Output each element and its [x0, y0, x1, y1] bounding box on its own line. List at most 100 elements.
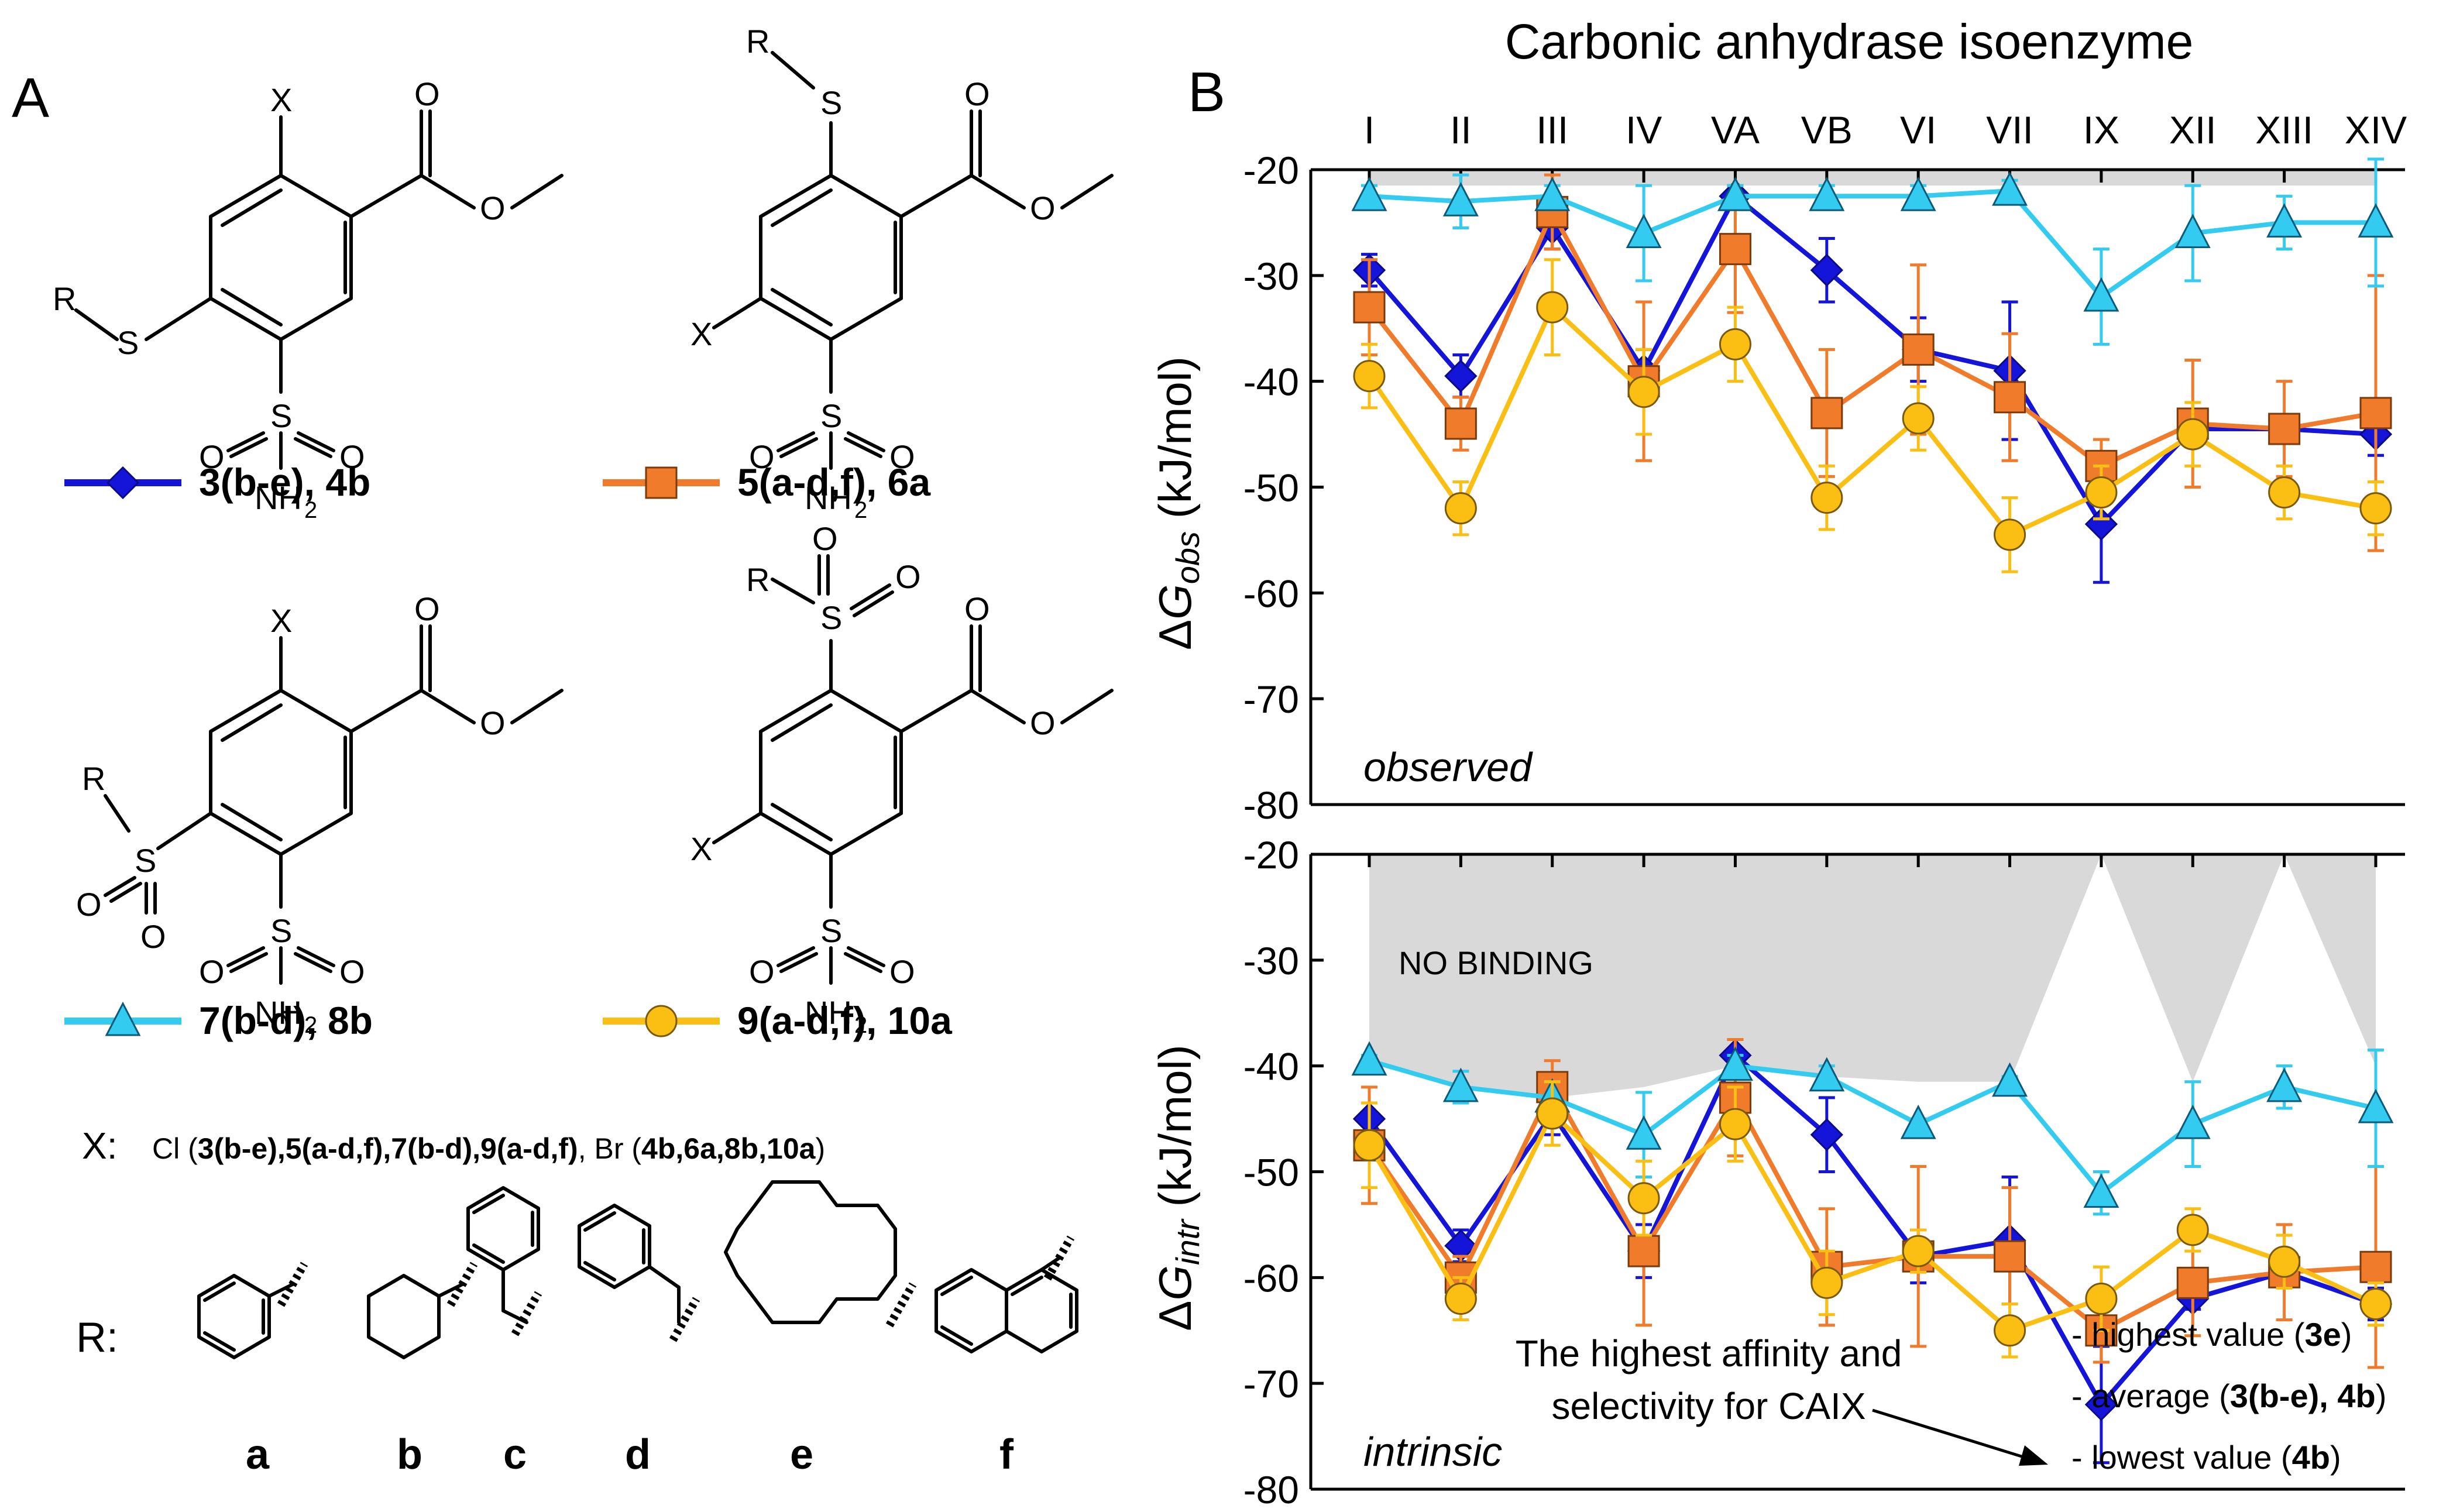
data-point-XII: [2176, 1266, 2209, 1299]
data-point-I: [1351, 176, 1387, 211]
atom-sub-2: 2: [304, 1012, 317, 1038]
no-binding-region: [1369, 854, 2376, 1098]
atom-o: O: [76, 886, 102, 923]
atom-o: O: [480, 190, 506, 226]
y-tick-label: -40: [1243, 360, 1299, 404]
structure-1: X O O S R S O O NH 2: [53, 75, 562, 523]
observed-label: observed: [1363, 744, 1533, 790]
data-point-II: [1444, 492, 1477, 525]
atom-sub-2: 2: [854, 1012, 867, 1038]
atom-o: O: [199, 953, 225, 990]
data-point-I: [1353, 360, 1386, 393]
data-point-XIV: [2359, 397, 2392, 429]
data-point-VII: [1992, 171, 2028, 206]
data-point-XIV: [2358, 1088, 2394, 1123]
atom-nh: NH: [805, 994, 852, 1031]
atom-r: R: [746, 561, 769, 598]
data-point-VI: [1900, 1104, 1936, 1139]
atom-r: R: [82, 760, 105, 797]
average-cmpd: 3(b-e), 4b: [2230, 1377, 2376, 1414]
data-point-XII: [2176, 418, 2209, 451]
series-line: [1368, 1058, 2376, 1195]
data-point-VB: [1809, 176, 1845, 211]
data-point-VII: [1992, 1062, 2028, 1097]
panel-b-label: B: [1188, 61, 1225, 123]
x-cl: Cl (: [152, 1132, 198, 1165]
atom-o: O: [749, 438, 775, 475]
atom-o: O: [140, 918, 166, 955]
data-point-III: [1536, 1097, 1569, 1130]
ylabel-delta: Δ: [1149, 620, 1201, 650]
x-br-list: 4b,6a,8b,10a: [641, 1132, 816, 1165]
lowest-text: - lowest value (: [2071, 1439, 2292, 1476]
r-letter-e: e: [790, 1431, 813, 1478]
atom-s: S: [820, 599, 842, 636]
atom-nh: NH: [805, 479, 852, 516]
caix-annotation: The highest affinity and selectivity for…: [1516, 1316, 2387, 1476]
atom-x: X: [270, 602, 292, 639]
atom-sub-2: 2: [304, 497, 317, 523]
data-point-IX: [2084, 507, 2118, 541]
atom-o: O: [1030, 190, 1056, 226]
lowest-cmpd: 4b: [2292, 1439, 2330, 1476]
chart-observed: -20-30-40-50-60-70-80I II III IV VA VB VI VII IX…: [1243, 108, 2407, 827]
atom-s: S: [820, 912, 842, 949]
panel-a-label: A: [12, 67, 49, 129]
data-point-VA: [1719, 1108, 1751, 1140]
data-point-XIV: [2359, 1250, 2392, 1283]
x-tick-label-VI: VI: [1900, 108, 1936, 152]
y-tick-label: -20: [1243, 149, 1299, 192]
series-circle: [1353, 258, 2392, 573]
atom-o: O: [889, 953, 915, 990]
data-point-II: [1444, 1283, 1477, 1315]
legend-label: 3(b-e), 4b: [199, 461, 370, 504]
data-point-VB: [1810, 1266, 1843, 1299]
legend-marker-triangle: [105, 1001, 141, 1036]
x-tick-label-VII: VII: [1986, 108, 2033, 152]
r-cyclododecyl: [724, 1180, 897, 1324]
no-binding-region: [1369, 170, 2376, 186]
data-point-IV: [1627, 376, 1660, 408]
data-point-I: [1351, 1041, 1387, 1076]
data-point-IV: [1626, 1115, 1662, 1150]
data-point-XII: [2174, 1104, 2211, 1139]
atom-x: X: [690, 830, 712, 867]
data-point-XII: [2176, 1214, 2209, 1246]
r-letter-labels: a b c d e f: [246, 1431, 1014, 1478]
data-point-II: [1444, 407, 1477, 440]
data-point-XIV: [2358, 203, 2394, 238]
data-point-IV: [1627, 1182, 1660, 1215]
atom-o: O: [339, 438, 365, 475]
x-tick-label-XIII: XIII: [2255, 108, 2313, 152]
data-point-I: [1353, 1129, 1386, 1162]
atom-x: X: [690, 315, 712, 352]
data-point-VI: [1902, 402, 1935, 435]
data-point-XIII: [2266, 203, 2303, 238]
legend-marker-square: [645, 466, 678, 499]
x-close: ): [815, 1132, 825, 1165]
atom-r: R: [746, 23, 769, 60]
atom-s: S: [270, 397, 292, 434]
data-point-VB: [1809, 1057, 1845, 1092]
r-phenethyl: [578, 1204, 681, 1324]
ylabel-delta: Δ: [1149, 1301, 1201, 1331]
data-point-VI: [1900, 176, 1936, 211]
atom-o: O: [414, 590, 440, 627]
data-point-VA: [1719, 233, 1751, 266]
legend-label: 7(b-d), 8b: [199, 999, 373, 1042]
atom-nh: NH: [255, 479, 302, 516]
data-point-VII: [1994, 518, 2026, 551]
annotation-arrow: [1872, 1408, 2043, 1465]
atom-r: R: [53, 280, 76, 317]
data-point-IX: [2083, 277, 2119, 312]
legend-marker-diamond: [106, 466, 140, 500]
highest-close: ): [2341, 1316, 2352, 1353]
data-point-VB: [1810, 397, 1843, 429]
x-tick-label-VB: VB: [1801, 108, 1853, 152]
x-substituent-line: X: Cl (3(b-e),5(a-d,f),7(b-d),9(a-d,f), …: [82, 1125, 825, 1167]
atom-o: O: [889, 438, 915, 475]
data-point-VB: [1810, 1118, 1843, 1152]
atom-s: S: [117, 324, 139, 361]
structure-2: S R O O X S O O NH 2: [690, 23, 1112, 523]
